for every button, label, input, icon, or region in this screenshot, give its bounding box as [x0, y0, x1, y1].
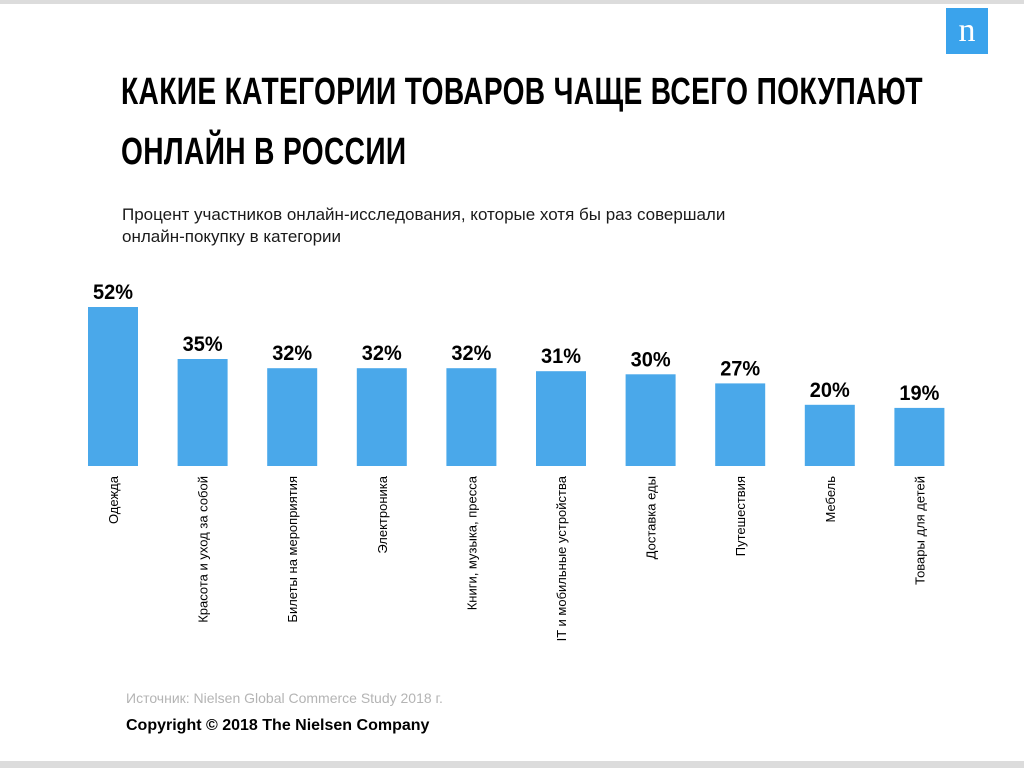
category-label: Мебель — [823, 476, 838, 523]
source-note: Источник: Nielsen Global Commerce Study … — [126, 690, 443, 706]
bar-value-label: 52% — [93, 281, 133, 304]
bar-4 — [356, 368, 407, 466]
bar-value-label: 20% — [810, 379, 850, 402]
bar-3 — [267, 368, 318, 466]
subtitle-line-2: онлайн-покупку в категории — [122, 227, 342, 246]
bar-value-label: 32% — [362, 342, 402, 365]
category-label: IT и мобильные устройства — [554, 475, 569, 641]
bar-1 — [88, 307, 138, 466]
bar-value-label: 19% — [899, 382, 939, 405]
page-title: КАКИЕ КАТЕГОРИИ ТОВАРОВ ЧАЩЕ ВСЕГО ПОКУП… — [121, 62, 950, 182]
bar-chart: 52% Одежда 35% Красота и уход за собой 32% Би… — [88, 281, 945, 641]
bar-value-label: 27% — [720, 357, 760, 380]
bar-value-label: 32% — [451, 342, 491, 365]
title-line-2: ОНЛАЙН В РОССИИ — [121, 131, 407, 173]
bar-value-label: 35% — [183, 333, 223, 356]
category-label: Путешествия — [733, 476, 748, 556]
subtitle-line-1: Процент участников онлайн-исследования, … — [122, 205, 726, 224]
bar-7 — [625, 374, 676, 466]
category-label: Доставка еды — [644, 476, 659, 559]
nielsen-logo: n — [946, 8, 988, 54]
chart-subtitle: Процент участников онлайн-исследования, … — [122, 204, 902, 248]
bar-value-label: 31% — [541, 345, 581, 368]
bar-2 — [177, 359, 228, 466]
category-label: Одежда — [106, 475, 121, 524]
bar-9 — [804, 404, 855, 466]
bar-value-label: 30% — [631, 348, 671, 371]
bar-8 — [715, 383, 766, 466]
category-label: Электроника — [375, 475, 390, 553]
category-label: Товары для детей — [912, 476, 927, 585]
copyright-note: Copyright © 2018 The Nielsen Company — [126, 717, 430, 734]
category-label: Красота и уход за собой — [196, 476, 211, 623]
top-divider — [0, 0, 1024, 4]
bottom-divider — [0, 761, 1024, 768]
category-label: Книги, музыка, пресса — [464, 475, 479, 610]
category-label: Билеты на мероприятия — [285, 476, 300, 623]
bar-6 — [536, 371, 586, 466]
logo-letter: n — [958, 12, 976, 49]
bar-value-label: 32% — [272, 342, 312, 365]
bar-10 — [894, 407, 945, 466]
bar-5 — [446, 368, 497, 466]
title-line-1: КАКИЕ КАТЕГОРИИ ТОВАРОВ ЧАЩЕ ВСЕГО ПОКУП… — [121, 71, 923, 113]
